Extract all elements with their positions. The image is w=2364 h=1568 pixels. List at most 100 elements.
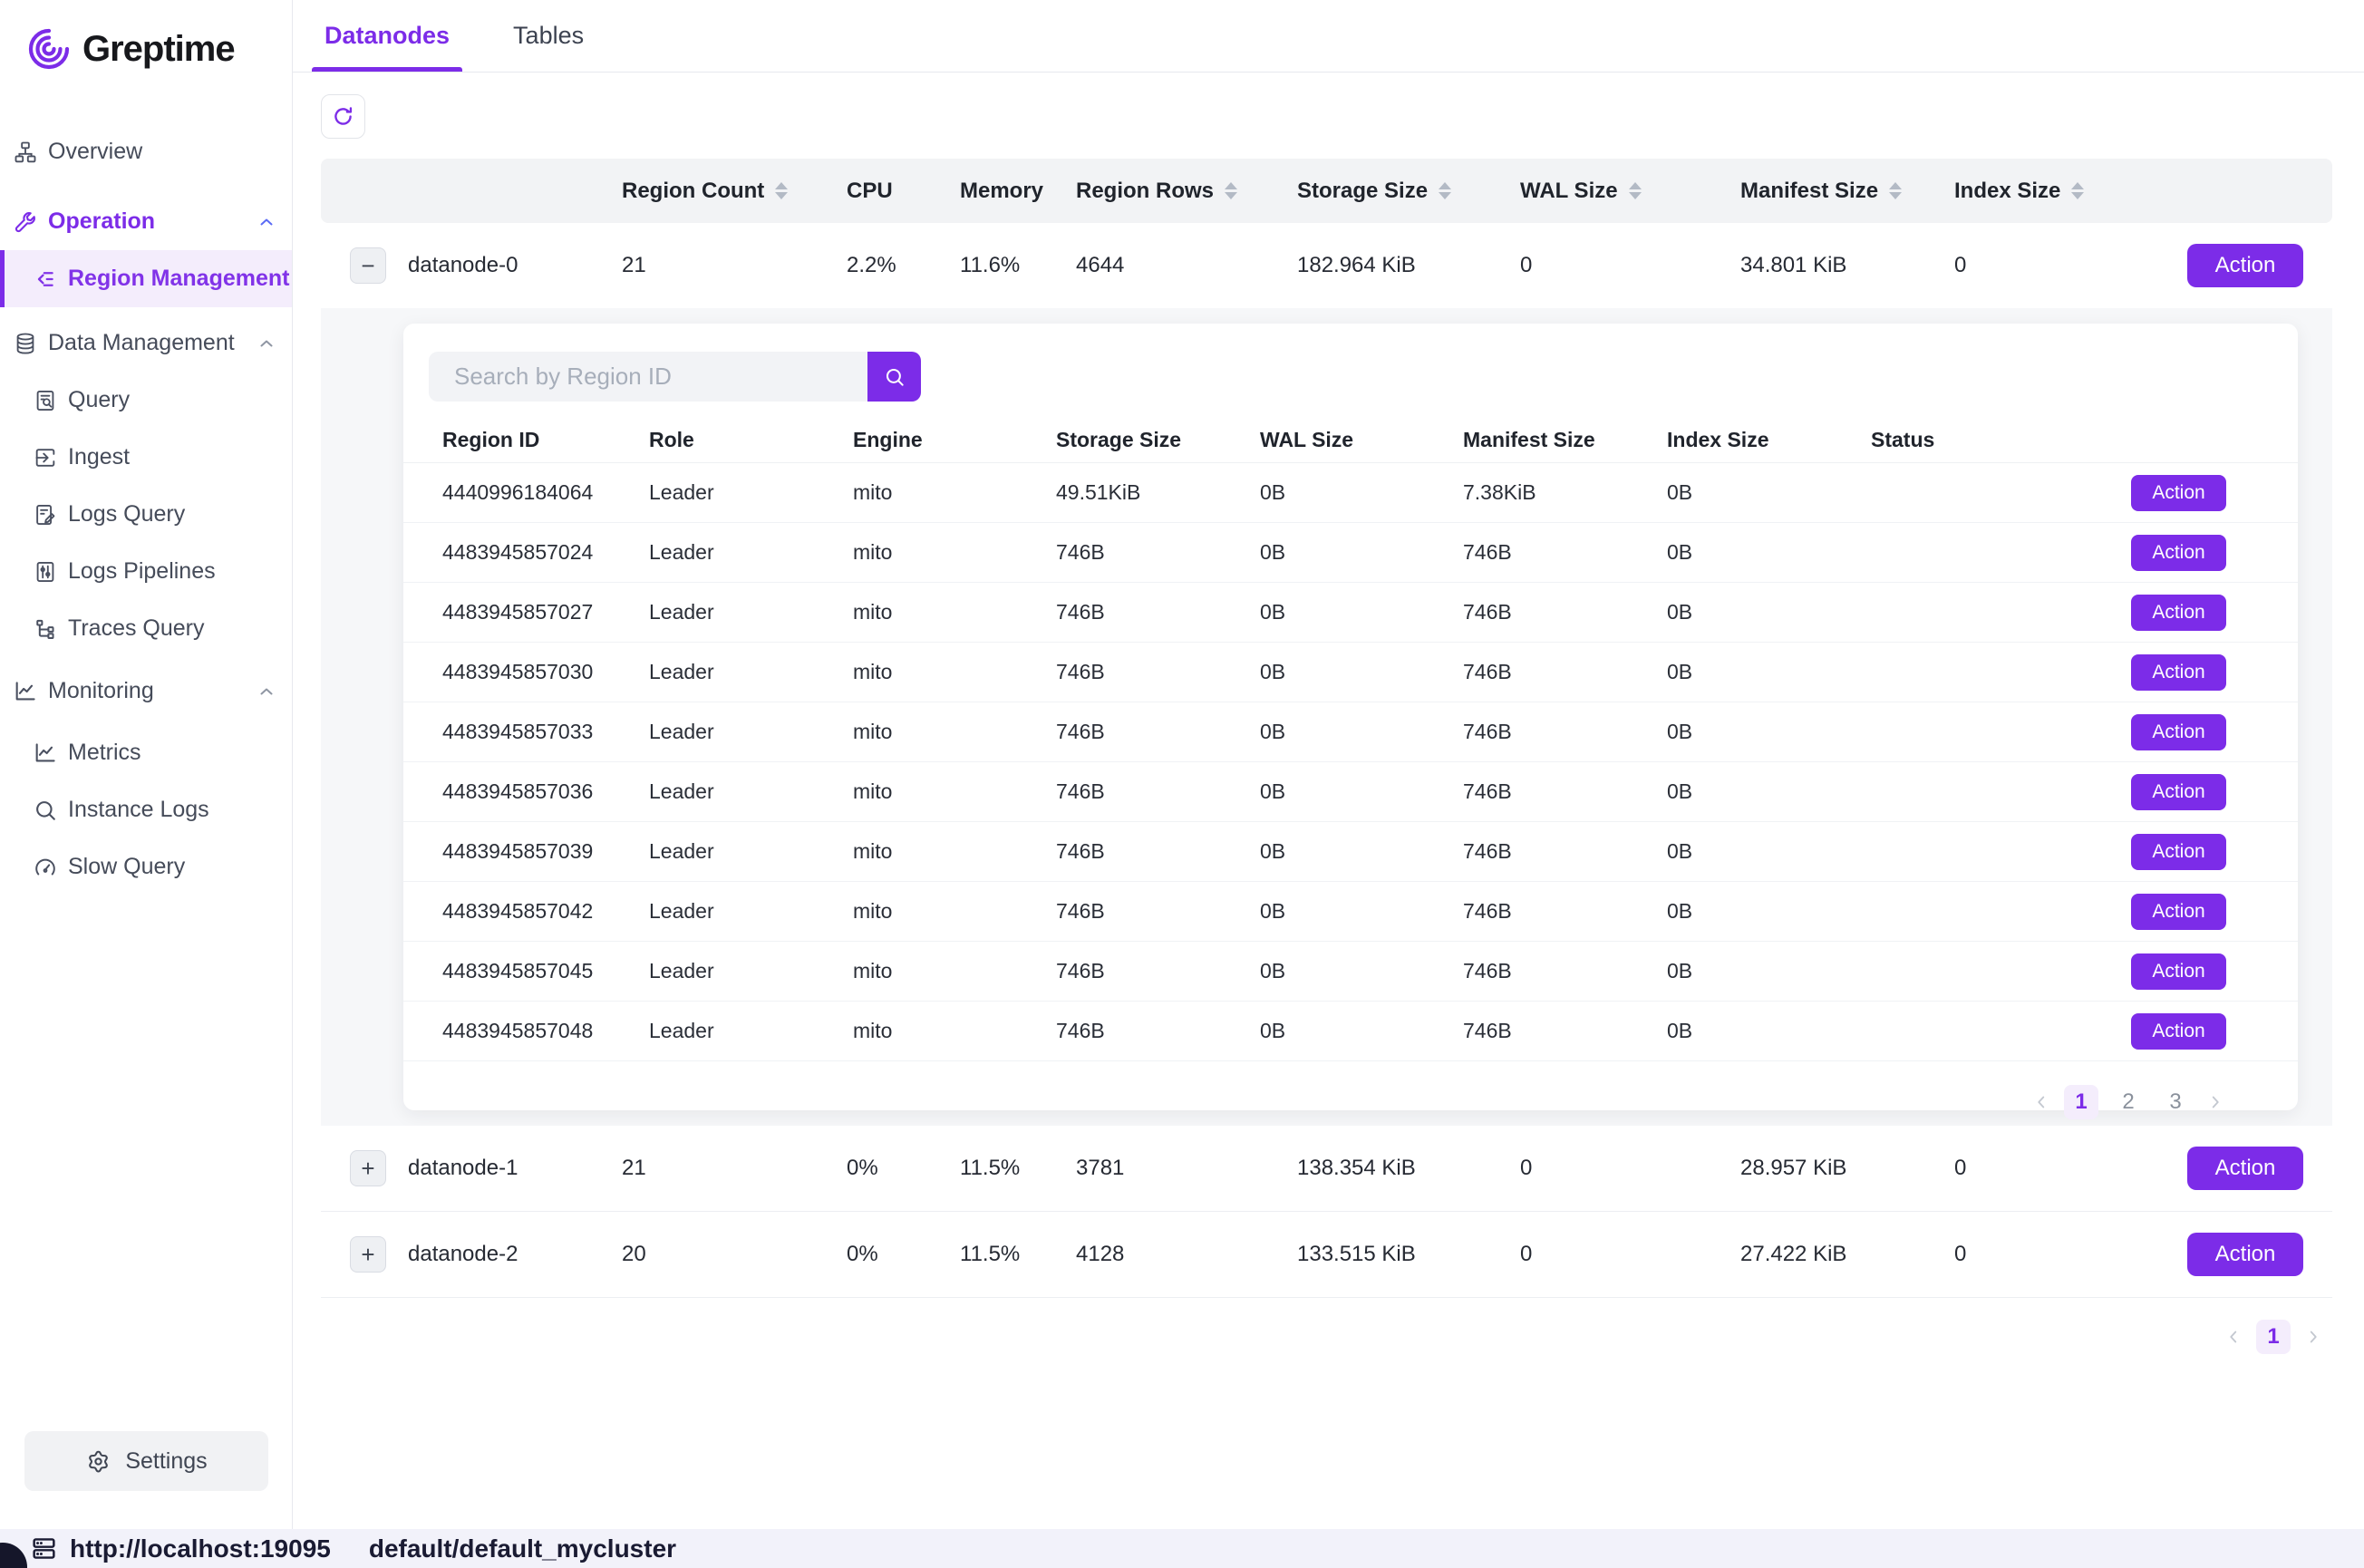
region-row: 4483945857027 Leader mito 746B 0B 746B 0B Actio…	[403, 583, 2298, 643]
region-action-button[interactable]: Action	[2131, 713, 2226, 750]
chevron-up-icon[interactable]	[254, 681, 279, 702]
region-storage_size: 746B	[1056, 720, 1105, 743]
region-search-button[interactable]	[867, 352, 921, 402]
datanode-cpu: 2.2%	[847, 253, 896, 277]
region-wal_size: 0B	[1260, 600, 1286, 624]
datanode-name: datanode-2	[408, 1242, 518, 1266]
column-header-storage-size: Storage Size	[1297, 179, 1520, 204]
region-engine: mito	[853, 720, 893, 743]
sidebar-item-metrics[interactable]: Metrics	[0, 724, 292, 781]
region-action-button[interactable]: Action	[2131, 773, 2226, 810]
sidebar-item-overview[interactable]: Overview	[0, 123, 292, 180]
region-manifest_size: 746B	[1463, 959, 1512, 982]
sidebar-item-traces-query[interactable]: Traces Query	[0, 600, 292, 657]
region-action-cell: Action	[2131, 534, 2226, 571]
region-index_size: 0B	[1667, 899, 1693, 923]
sort-icon[interactable]	[775, 182, 789, 199]
region-expand-panel: Region ID Role Engine Storage Size WAL Size M…	[321, 308, 2332, 1126]
region-action-button[interactable]: Action	[2131, 594, 2226, 631]
status-bar: http://localhost:19095 default/default_m…	[0, 1529, 2364, 1568]
action-button[interactable]: Action	[2187, 1147, 2303, 1190]
expander-collapse-button[interactable]: −	[350, 247, 386, 284]
page-button-1[interactable]: 1	[2256, 1320, 2291, 1354]
sidebar-item-ingest[interactable]: Ingest	[0, 429, 292, 486]
sidebar-item-region-management[interactable]: Region Management	[0, 250, 292, 307]
region-action-button[interactable]: Action	[2131, 833, 2226, 870]
traces-query-icon	[33, 616, 58, 642]
status-cluster[interactable]: default/default_mycluster	[368, 1534, 677, 1563]
chevron-left-icon[interactable]	[2031, 1092, 2051, 1112]
region-action-button[interactable]: Action	[2131, 953, 2226, 990]
region-storage_size: 746B	[1056, 959, 1105, 982]
region-role: Leader	[649, 600, 714, 624]
logo[interactable]: Greptime	[0, 0, 292, 76]
region-row: 4483945857039 Leader mito 746B 0B 746B 0B Actio…	[403, 822, 2298, 882]
server-icon	[30, 1534, 58, 1563]
chevron-right-icon[interactable]	[2303, 1327, 2323, 1347]
region-column-header-status: Status	[1871, 427, 1935, 451]
datanode-cpu: 0%	[847, 1156, 878, 1180]
refresh-button[interactable]	[321, 94, 365, 139]
region-engine: mito	[853, 480, 893, 504]
action-button[interactable]: Action	[2187, 1233, 2303, 1276]
datanode-manifest_size: 27.422 KiB	[1740, 1242, 1847, 1266]
datanodes-table-header: Region Count CPU Memory Region Rows Storage …	[321, 159, 2332, 223]
region-index_size: 0B	[1667, 779, 1693, 803]
region-storage_size: 49.51KiB	[1056, 480, 1141, 504]
sort-icon[interactable]	[1225, 182, 1238, 199]
chevron-up-icon[interactable]	[254, 333, 279, 354]
sidebar-item-monitoring[interactable]: Monitoring	[0, 663, 292, 720]
sort-icon[interactable]	[1628, 182, 1642, 199]
tab-datanodes[interactable]: Datanodes	[311, 0, 463, 72]
expander-expand-button[interactable]: +	[350, 1236, 386, 1273]
region-action-cell: Action	[2131, 833, 2226, 870]
expander-expand-button[interactable]: +	[350, 1150, 386, 1186]
chevron-right-icon[interactable]	[2205, 1092, 2225, 1112]
sort-icon[interactable]	[2071, 182, 2085, 199]
action-cell: Action	[2187, 244, 2333, 287]
datanode-wal_size: 0	[1520, 253, 1533, 277]
action-button[interactable]: Action	[2187, 244, 2303, 287]
region-management-icon	[33, 266, 58, 292]
region-row: 4483945857048 Leader mito 746B 0B 746B 0B Actio…	[403, 1002, 2298, 1061]
expander-cell: −	[321, 247, 408, 284]
sidebar-item-query[interactable]: Query	[0, 372, 292, 429]
sidebar-item-logs-pipelines[interactable]: Logs Pipelines	[0, 543, 292, 600]
tab-bar: Datanodes Tables	[293, 0, 2364, 73]
sidebar-item-slow-query[interactable]: Slow Query	[0, 838, 292, 895]
page-button-2[interactable]: 2	[2122, 1089, 2135, 1114]
region-index_size: 0B	[1667, 839, 1693, 863]
region-action-cell: Action	[2131, 893, 2226, 930]
datanode-cpu: 0%	[847, 1242, 878, 1266]
gear-icon	[85, 1448, 111, 1475]
region-action-button[interactable]: Action	[2131, 893, 2226, 930]
sidebar-item-operation[interactable]: Operation	[0, 193, 292, 250]
sort-icon[interactable]	[1439, 182, 1452, 199]
region-region_id: 4483945857027	[442, 600, 594, 624]
metrics-icon	[33, 740, 58, 766]
sidebar-item-label: Overview	[48, 139, 143, 164]
sort-icon[interactable]	[1889, 182, 1903, 199]
region-action-button[interactable]: Action	[2131, 474, 2226, 511]
tab-tables[interactable]: Tables	[509, 0, 587, 72]
region-table-body: 4440996184064 Leader mito 49.51KiB 0B 7.38KiB…	[403, 463, 2298, 1061]
region-region_id: 4483945857033	[442, 720, 594, 743]
page-button-3[interactable]: 3	[2169, 1089, 2182, 1114]
region-action-button[interactable]: Action	[2131, 653, 2226, 691]
region-search-row	[403, 352, 2298, 402]
region-search-input[interactable]	[429, 352, 867, 402]
settings-button[interactable]: Settings	[24, 1431, 268, 1491]
database-icon	[13, 331, 38, 356]
region-wal_size: 0B	[1260, 720, 1286, 743]
region-action-button[interactable]: Action	[2131, 1012, 2226, 1050]
sidebar-item-data-management[interactable]: Data Management	[0, 315, 292, 372]
slow-query-icon	[33, 855, 58, 880]
chevron-up-icon[interactable]	[254, 211, 279, 233]
sidebar-item-instance-logs[interactable]: Instance Logs	[0, 781, 292, 838]
region-action-cell: Action	[2131, 474, 2226, 511]
sidebar-item-logs-query[interactable]: Logs Query	[0, 486, 292, 543]
chevron-left-icon[interactable]	[2224, 1327, 2243, 1347]
region-action-button[interactable]: Action	[2131, 534, 2226, 571]
page-button-1[interactable]: 1	[2064, 1085, 2098, 1119]
region-engine: mito	[853, 839, 893, 863]
